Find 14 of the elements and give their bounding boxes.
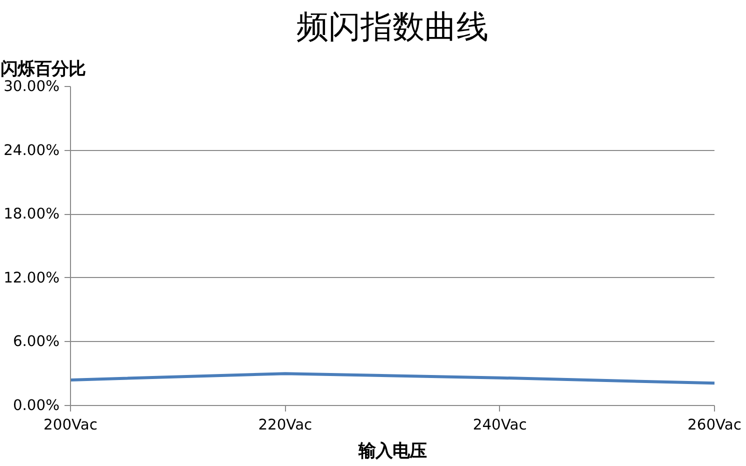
x-tick-label: 260Vac	[688, 416, 742, 434]
line-series	[70, 372, 714, 385]
x-tick-label: 200Vac	[44, 416, 98, 434]
x-axis-title: 输入电压	[358, 442, 426, 462]
y-axis-title: 闪烁百分比	[0, 60, 86, 80]
y-tick-label: 0.00%	[12, 397, 60, 414]
y-tick-label: 30.00%	[4, 78, 60, 95]
y-tick-label: 24.00%	[4, 142, 60, 159]
y-tick-label: 12.00%	[4, 269, 60, 286]
x-tick-label: 240Vac	[472, 416, 527, 434]
y-tick-label: 6.00%	[12, 333, 60, 350]
chart-title: 频闪指数曲线	[296, 8, 488, 46]
x-tick-label: 220Vac	[258, 416, 312, 434]
y-tick-label: 18.00%	[4, 206, 60, 223]
